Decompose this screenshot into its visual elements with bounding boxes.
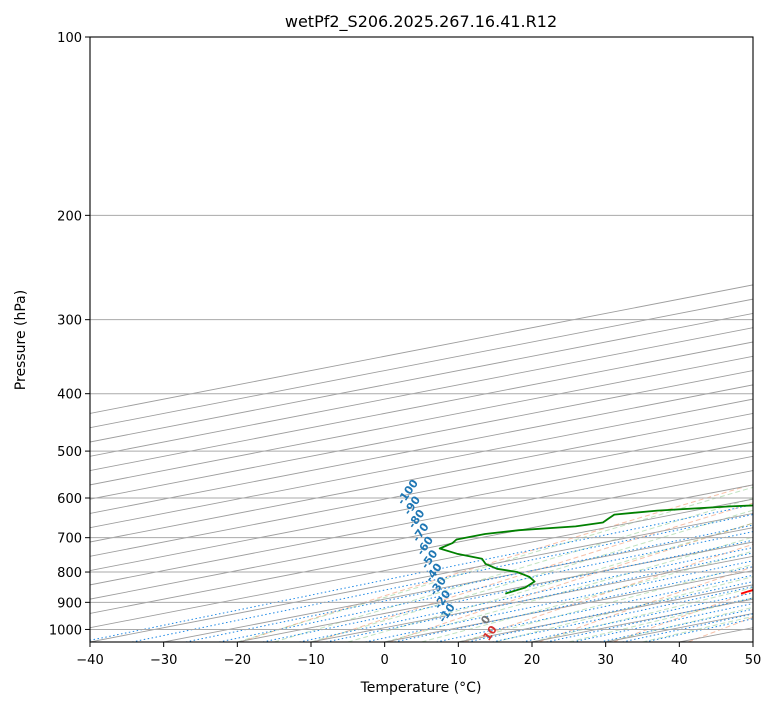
moist-adiabat	[495, 576, 753, 642]
dry-adiabat	[389, 522, 753, 642]
dry-adiabat	[314, 502, 753, 642]
mixing-ratio-line	[546, 597, 753, 642]
x-tick-label: 20	[524, 653, 541, 668]
isotherm-line	[90, 470, 753, 600]
x-tick-label: −10	[297, 653, 324, 668]
isotherm-line	[90, 512, 753, 642]
isotherm-line	[90, 298, 753, 429]
isotherm-line	[90, 327, 753, 457]
mixing-ratio-line	[131, 514, 753, 642]
x-tick-label: −30	[150, 653, 177, 668]
dewpoint-line	[438, 504, 753, 595]
mixing-ratio-line	[622, 613, 753, 642]
x-tick-label: 40	[671, 653, 688, 668]
y-tick-label: 900	[57, 596, 82, 611]
profile-series	[438, 504, 753, 595]
x-tick-label: 50	[745, 653, 762, 668]
x-tick-label: −20	[224, 653, 251, 668]
moist-adiabat	[274, 497, 753, 642]
isotherm-line	[163, 527, 753, 642]
y-tick-label: 1000	[49, 623, 82, 638]
x-tick-label: 30	[597, 653, 614, 668]
x-tick-label: 0	[381, 653, 389, 668]
pressure-gridlines	[90, 37, 753, 630]
mixing-ratio-line	[572, 602, 753, 642]
moist-adiabat	[421, 550, 753, 642]
isotherm-line	[90, 284, 753, 414]
background-lines	[90, 284, 753, 642]
isotherm-line	[90, 427, 753, 557]
y-tick-label: 600	[57, 492, 82, 507]
mixing-ratio-line	[218, 531, 753, 642]
isotherm-line	[90, 455, 753, 586]
isotherm-line	[90, 484, 753, 614]
y-tick-label: 800	[57, 566, 82, 581]
y-tick-label: 500	[57, 445, 82, 460]
moist-adiabat	[384, 536, 753, 642]
moist-adiabat	[237, 486, 753, 642]
dry-adiabat	[239, 483, 753, 642]
y-tick-label: 300	[57, 314, 82, 329]
x-tick-label: 10	[450, 653, 467, 668]
mixing-ratio-line	[185, 524, 753, 642]
x-axis-title: Temperature (°C)	[360, 680, 482, 696]
x-tick-label: −40	[76, 653, 103, 668]
y-tick-label: 100	[57, 31, 82, 46]
plot-frame	[89, 36, 754, 643]
line-labels: -100-90-80-70-60-50-40-30-20-10 010	[395, 477, 501, 643]
mixing-ratio-line	[262, 539, 753, 642]
y-tick-label: 200	[57, 209, 82, 224]
chart-title: wetPf2_S206.2025.267.16.41.R12	[285, 12, 557, 32]
mixing-ratio-line	[521, 592, 753, 642]
y-axis-title: Pressure (hPa)	[13, 290, 29, 390]
isotherm-line	[90, 312, 753, 443]
isotherm-line	[90, 412, 753, 543]
mixing-ratio-line	[599, 608, 753, 642]
isotherm-line	[90, 441, 753, 572]
y-tick-label: 700	[57, 532, 82, 547]
isotherm-line	[90, 498, 753, 629]
x-axis: −40 −30 −20 −10 0 10 20 30 40 50	[76, 642, 761, 668]
y-axis: 1000 900 800 700 600 500 400 300 200 100	[49, 31, 90, 638]
y-tick-label: 400	[57, 388, 82, 403]
